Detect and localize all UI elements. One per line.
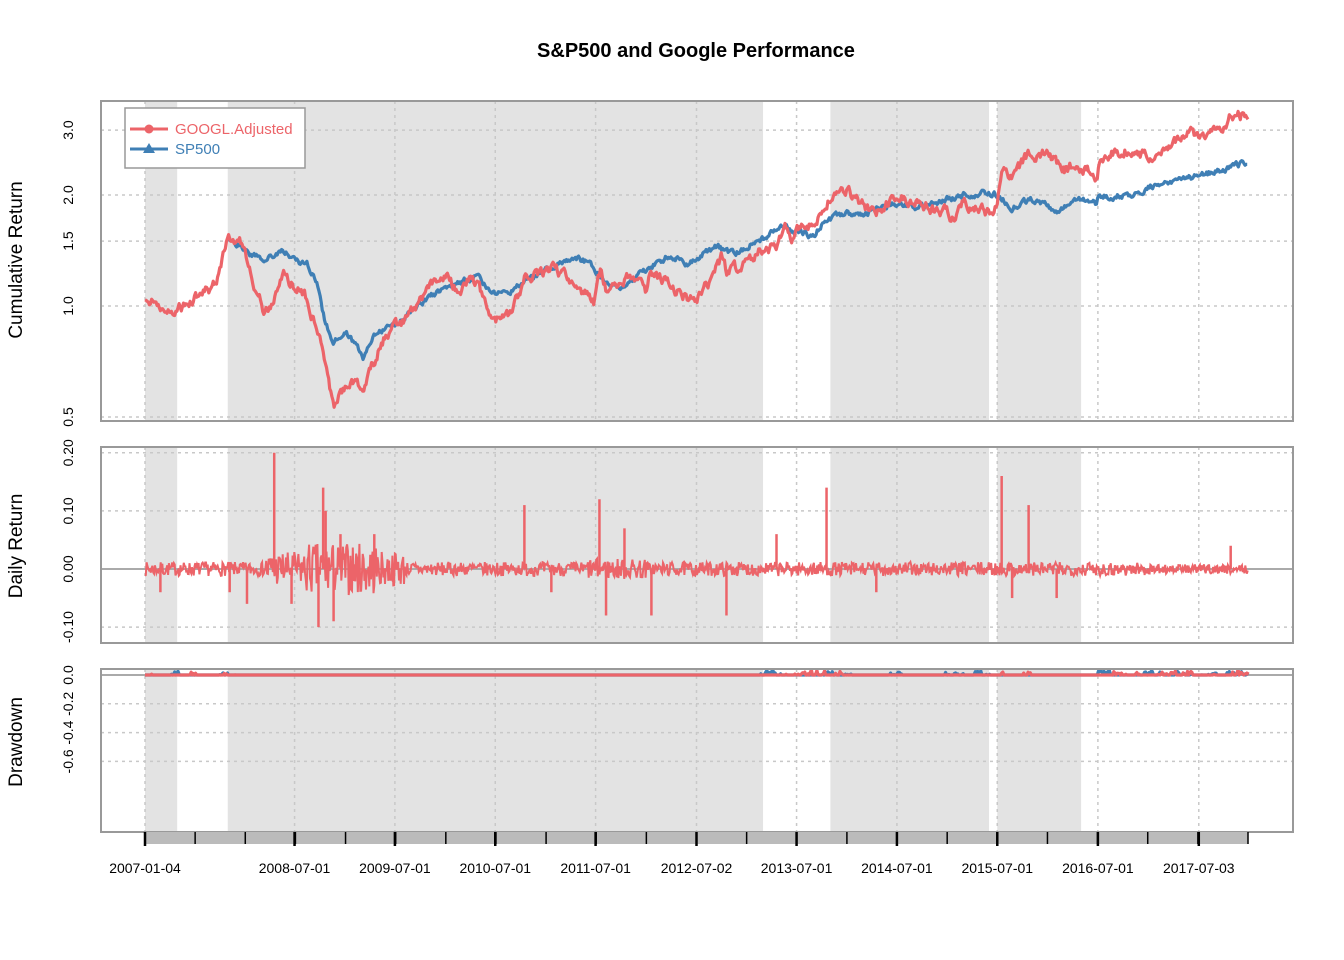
y-tick-label: 0.10 — [60, 497, 76, 524]
chart-title: S&P500 and Google Performance — [537, 40, 855, 62]
series-line-googl-adjusted — [144, 109, 1250, 409]
panel-frame — [100, 446, 1294, 644]
x-tick-label: 2011-07-01 — [560, 860, 631, 876]
daily-return-line — [144, 543, 1249, 596]
x-tick-label: 2013-07-01 — [761, 860, 833, 876]
shaded-period-2 — [830, 669, 990, 832]
shaded-period-0 — [145, 669, 178, 832]
drawdown-line-googl-adjusted — [144, 668, 1250, 677]
x-tick-label: 2014-07-01 — [861, 860, 933, 876]
drawdown-ylabel: Drawdown — [6, 697, 27, 787]
y-tick-label: -0.4 — [60, 720, 76, 744]
y-tick-label: 0.00 — [60, 555, 76, 582]
shaded-period-3 — [997, 669, 1082, 832]
shaded-period-0 — [145, 447, 178, 643]
y-tick-label: -0.6 — [60, 749, 76, 773]
shaded-period-3 — [997, 101, 1082, 421]
panel-daily-return: -0.10 0.00 0.10 0.20 Daily Return — [6, 439, 1294, 644]
x-tick-label: 2012-07-02 — [661, 860, 733, 876]
y-tick-label: 0.5 — [60, 407, 76, 427]
x-tick-label: 2016-07-01 — [1062, 860, 1134, 876]
x-tick-label: 2007-01-04 — [109, 860, 181, 876]
date-axis: 2007-01-04 2008-07-01 2009-07-01 2010-07-01… — [109, 832, 1249, 876]
x-tick-label: 2008-07-01 — [259, 860, 331, 876]
shaded-period-1 — [227, 669, 764, 832]
y-tick-label: 2.0 — [60, 185, 76, 205]
x-tick-label: 2010-07-01 — [459, 860, 531, 876]
y-tick-label: 3.0 — [60, 120, 76, 140]
panel-frame — [100, 100, 1294, 422]
daily-return-ylabel: Daily Return — [6, 494, 27, 599]
y-tick-label: 0.20 — [60, 439, 76, 466]
legend-label: SP500 — [175, 141, 220, 158]
cumulative-return-ylabel: Cumulative Return — [6, 181, 27, 338]
y-tick-label: 0.0 — [60, 665, 76, 685]
x-tick-label: 2017-07-03 — [1163, 860, 1235, 876]
x-tick-label: 2015-07-01 — [961, 860, 1033, 876]
shaded-period-3 — [997, 447, 1082, 643]
shaded-period-2 — [830, 447, 990, 643]
legend: GOOGL.Adjusted SP500 — [124, 107, 306, 169]
legend-box — [124, 107, 306, 169]
panel-cumulative-return: 0.5 1.0 1.5 2.0 3.0 Cumulative Return — [6, 100, 1294, 427]
y-tick-label: -0.2 — [60, 692, 76, 716]
shaded-period-2 — [830, 101, 990, 421]
legend-label: GOOGL.Adjusted — [175, 121, 293, 138]
y-tick-label: 1.5 — [60, 231, 76, 251]
legend-marker — [143, 143, 155, 153]
x-tick-label: 2009-07-01 — [359, 860, 431, 876]
y-tick-label: 1.0 — [60, 296, 76, 316]
legend-marker — [144, 124, 154, 134]
panel-drawdown: -0.6 -0.4 -0.2 0.0 Drawdown — [6, 665, 1294, 833]
y-tick-label: -0.10 — [60, 611, 76, 643]
